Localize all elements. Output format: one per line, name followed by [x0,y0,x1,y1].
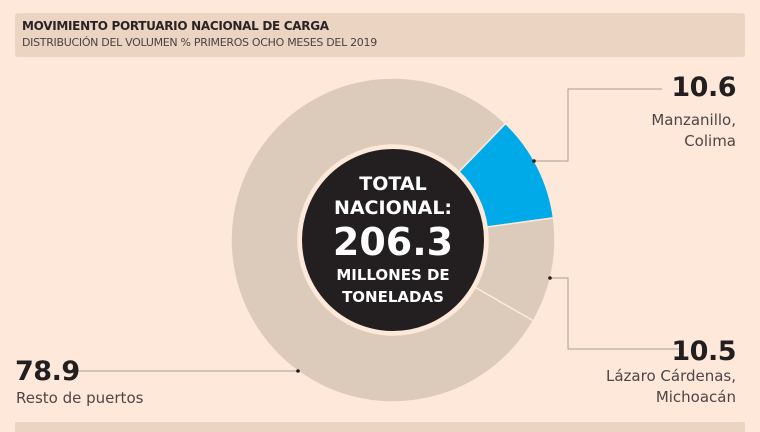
leader-line-1 [550,277,680,350]
leader-dot-1 [548,276,552,280]
category-label-resto: Resto de puertos [16,389,144,407]
center-line1: TOTAL [359,173,427,195]
category-label-lazaro: Lázaro Cárdenas, Michoacán [606,367,736,406]
center-total: TOTAL NACIONAL: 206.3 MILLONES DE TONELA… [301,148,485,332]
donut-center [300,147,486,333]
center-line3: MILLONES DE [336,266,450,284]
leader-dot-2 [296,369,300,373]
slice-2 [230,77,535,403]
center-line2: NACIONAL: [333,197,453,219]
leader-dot-0 [532,159,536,163]
chart-subtitle: DISTRIBUCIÓN DEL VOLUMEN % PRIMEROS OCHO… [22,36,377,49]
value-label-resto: 78.9 [15,356,80,387]
value-label-manzanillo: 10.6 [671,72,736,103]
chart-header: MOVIMIENTO PORTUARIO NACIONAL DE CARGA D… [15,13,745,57]
footer-band [15,422,745,432]
value-label-lazaro: 10.5 [671,336,736,367]
center-value: 206.3 [332,220,454,264]
category-label-manzanillo: Manzanillo, Colima [651,111,736,150]
center-line4: TONELADAS [342,288,444,306]
chart-title: MOVIMIENTO PORTUARIO NACIONAL DE CARGA [22,19,329,33]
leader-line-0 [534,88,662,162]
